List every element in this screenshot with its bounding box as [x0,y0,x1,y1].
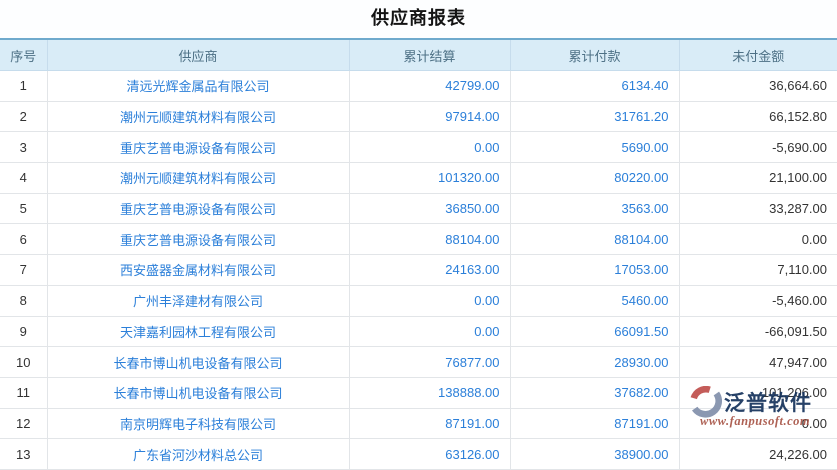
unpaid-amount: -66,091.50 [678,315,837,348]
row-index-cell: 5 [0,192,48,225]
unpaid-amount: -5,690.00 [678,131,837,164]
settled-amount-link[interactable]: 0.00 [348,131,511,164]
paid-amount-link[interactable]: 38900.00 [509,438,680,470]
unpaid-amount: 21,100.00 [678,162,837,194]
row-index-cell: 4 [0,162,48,194]
paid-amount-link[interactable]: 31761.20 [509,100,680,133]
supplier-link[interactable]: 重庆艺普电源设备有限公司 [46,192,350,225]
unpaid-amount: 7,110.00 [678,254,837,286]
row-index-cell: 2 [0,100,48,133]
row-index-cell: 6 [0,223,48,256]
settled-amount-link[interactable]: 0.00 [348,315,511,348]
table-row: 12 南京明辉电子科技有限公司 87191.00 87191.00 0.00 [0,407,837,440]
paid-amount-link[interactable]: 80220.00 [509,162,680,194]
table-row: 4 潮州元顺建筑材料有限公司 101320.00 80220.00 21,100.00 [0,162,837,194]
settled-amount-link[interactable]: 24163.00 [348,254,511,286]
settled-amount-link[interactable]: 42799.00 [348,70,511,102]
table-row: 2 潮州元顺建筑材料有限公司 97914.00 31761.20 66,152.80 [0,100,837,133]
settled-amount-link[interactable]: 87191.00 [348,407,511,440]
paid-amount-link[interactable]: 3563.00 [509,192,680,225]
unpaid-amount: 66,152.80 [678,100,837,133]
settled-amount-link[interactable]: 63126.00 [348,438,511,470]
supplier-link[interactable]: 潮州元顺建筑材料有限公司 [46,100,350,133]
column-header-settled: 累计结算 [348,39,511,71]
paid-amount-link[interactable]: 5460.00 [509,284,680,317]
supplier-link[interactable]: 重庆艺普电源设备有限公司 [46,131,350,164]
supplier-link[interactable]: 广东省河沙材料总公司 [46,438,350,470]
table-row: 11 长春市博山机电设备有限公司 138888.00 37682.00 101,206.… [0,376,837,409]
paid-amount-link[interactable]: 88104.00 [509,223,680,256]
paid-amount-link[interactable]: 66091.50 [509,315,680,348]
row-index-cell: 12 [0,407,48,440]
table-row: 10 长春市博山机电设备有限公司 76877.00 28930.00 47,947.00 [0,346,837,378]
unpaid-amount: 101,206.00 [678,376,837,409]
settled-amount-link[interactable]: 138888.00 [348,376,511,409]
paid-amount-link[interactable]: 17053.00 [509,254,680,286]
supplier-link[interactable]: 天津嘉利园林工程有限公司 [46,315,350,348]
supplier-report-table: 序号 供应商 累计结算 累计付款 未付金额 1 清远光辉金属品有限公司 42799.… [0,38,837,470]
settled-amount-link[interactable]: 76877.00 [348,346,511,378]
unpaid-amount: 0.00 [678,407,837,440]
unpaid-amount: 0.00 [678,223,837,256]
paid-amount-link[interactable]: 87191.00 [509,407,680,440]
supplier-link[interactable]: 广州丰泽建材有限公司 [46,284,350,317]
supplier-link[interactable]: 清远光辉金属品有限公司 [46,70,350,102]
supplier-link[interactable]: 重庆艺普电源设备有限公司 [46,223,350,256]
table-row: 3 重庆艺普电源设备有限公司 0.00 5690.00 -5,690.00 [0,131,837,164]
supplier-link[interactable]: 西安盛器金属材料有限公司 [46,254,350,286]
table-row: 9 天津嘉利园林工程有限公司 0.00 66091.50 -66,091.50 [0,315,837,348]
row-index-cell: 13 [0,438,48,470]
column-header-unpaid: 未付金额 [678,39,837,71]
column-header-supplier: 供应商 [46,39,350,71]
table-row: 5 重庆艺普电源设备有限公司 36850.00 3563.00 33,287.00 [0,192,837,225]
row-index-cell: 1 [0,70,48,102]
paid-amount-link[interactable]: 6134.40 [509,70,680,102]
settled-amount-link[interactable]: 36850.00 [348,192,511,225]
paid-amount-link[interactable]: 28930.00 [509,346,680,378]
row-index-cell: 3 [0,131,48,164]
header-row: 序号 供应商 累计结算 累计付款 未付金额 [0,39,837,71]
unpaid-amount: 47,947.00 [678,346,837,378]
settled-amount-link[interactable]: 0.00 [348,284,511,317]
table-row: 13 广东省河沙材料总公司 63126.00 38900.00 24,226.00 [0,438,837,470]
supplier-table-body: 1 清远光辉金属品有限公司 42799.00 6134.40 36,664.60 2 潮州元… [0,70,837,470]
row-index-cell: 8 [0,284,48,317]
column-header-paid: 累计付款 [509,39,680,71]
row-index-cell: 7 [0,254,48,286]
table-row: 7 西安盛器金属材料有限公司 24163.00 17053.00 7,110.00 [0,254,837,286]
settled-amount-link[interactable]: 88104.00 [348,223,511,256]
page-title: 供应商报表 [371,8,466,28]
table-row: 8 广州丰泽建材有限公司 0.00 5460.00 -5,460.00 [0,284,837,317]
paid-amount-link[interactable]: 5690.00 [509,131,680,164]
row-index-cell: 10 [0,346,48,378]
unpaid-amount: 33,287.00 [678,192,837,225]
table-row: 1 清远光辉金属品有限公司 42799.00 6134.40 36,664.60 [0,70,837,102]
supplier-link[interactable]: 潮州元顺建筑材料有限公司 [46,162,350,194]
row-index-cell: 11 [0,376,48,409]
paid-amount-link[interactable]: 37682.00 [509,376,680,409]
supplier-link[interactable]: 南京明辉电子科技有限公司 [46,407,350,440]
row-index-cell: 9 [0,315,48,348]
supplier-link[interactable]: 长春市博山机电设备有限公司 [46,346,350,378]
table-header: 序号 供应商 累计结算 累计付款 未付金额 [0,39,837,71]
settled-amount-link[interactable]: 101320.00 [348,162,511,194]
settled-amount-link[interactable]: 97914.00 [348,100,511,133]
supplier-link[interactable]: 长春市博山机电设备有限公司 [46,376,350,409]
unpaid-amount: -5,460.00 [678,284,837,317]
unpaid-amount: 24,226.00 [678,438,837,470]
column-header-index: 序号 [0,39,48,71]
unpaid-amount: 36,664.60 [678,70,837,102]
table-row: 6 重庆艺普电源设备有限公司 88104.00 88104.00 0.00 [0,223,837,256]
